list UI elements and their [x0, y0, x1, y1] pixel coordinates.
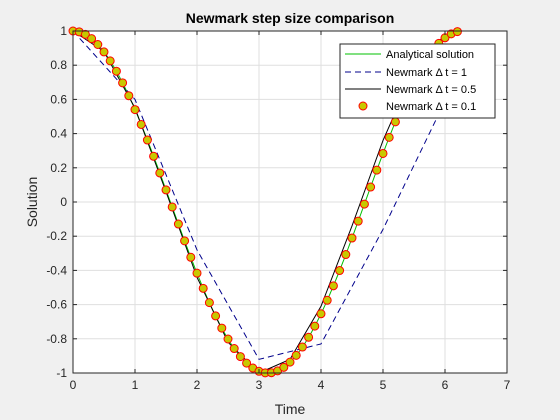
data-point-dt01	[161, 185, 171, 195]
chart-title: Newmark step size comparison	[186, 10, 395, 26]
data-point-dt01	[229, 344, 239, 354]
legend-label-dt01: Newmark Δ t = 0.1	[386, 101, 476, 113]
data-point-dt01	[167, 202, 177, 212]
y-tick-label: -0.8	[46, 332, 67, 346]
axis-ticks	[72, 30, 508, 374]
data-point-dt01	[452, 27, 462, 37]
data-point-dt01	[291, 350, 301, 360]
data-point-dt01	[322, 295, 332, 305]
x-tick-label: 1	[132, 378, 139, 392]
data-point-dt01	[142, 135, 152, 145]
data-point-dt01	[359, 199, 369, 209]
data-point-dt01	[204, 298, 214, 308]
data-point-dt01	[390, 117, 400, 127]
data-point-dt01	[242, 358, 252, 368]
x-tick-label: 4	[318, 378, 325, 392]
data-point-dt01	[297, 342, 307, 352]
data-point-dt01	[372, 165, 382, 175]
data-point-dt01	[223, 334, 233, 344]
data-point-dt01	[198, 283, 208, 293]
data-point-dt01	[173, 219, 183, 229]
y-tick-label: 0	[60, 195, 67, 209]
data-point-dt01	[87, 34, 97, 44]
data-point-dt01	[149, 151, 159, 161]
tick-labels: 0 1 2 3 4 5 6 7 -1 -0.8 -0.6 -0.4 -0.2 0 0.2 0.4 0.6 0.8 1	[46, 24, 510, 392]
data-point-dt01	[316, 309, 326, 319]
legend: Analytical solution Newmark Δ t = 1 Newm…	[339, 43, 496, 119]
data-point-dt01	[136, 119, 146, 129]
y-tick-label: -1	[56, 366, 67, 380]
legend-label-dt1: Newmark Δ t = 1	[386, 67, 467, 79]
legend-swatch-dt01	[358, 101, 368, 111]
x-tick-label: 5	[380, 378, 387, 392]
data-point-dt01	[384, 132, 394, 142]
data-point-dt01	[111, 66, 121, 76]
data-point-dt01	[353, 216, 363, 226]
data-point-dt01	[99, 47, 109, 57]
y-tick-label: -0.4	[46, 263, 67, 277]
data-point-dt01	[310, 321, 320, 331]
data-point-dt01	[366, 182, 376, 192]
data-point-dt01	[279, 362, 289, 372]
data-point-dt01	[335, 266, 345, 276]
data-point-dt01	[328, 281, 338, 291]
data-point-dt01	[180, 236, 190, 246]
y-tick-label: 0.4	[50, 127, 67, 141]
y-tick-label: 0.8	[50, 58, 67, 72]
legend-box	[339, 43, 496, 119]
data-point-dt01	[217, 323, 227, 333]
y-tick-label: -0.2	[46, 229, 67, 243]
data-point-dt01	[186, 252, 196, 262]
data-point-dt01	[155, 168, 165, 178]
data-point-dt01	[93, 40, 103, 49]
data-point-dt01	[235, 352, 245, 362]
data-point-dt01	[192, 268, 202, 278]
legend-label-analytical: Analytical solution	[386, 49, 474, 61]
y-tick-label: 0.6	[50, 92, 67, 106]
data-point-dt01	[347, 233, 357, 243]
x-tick-label: 7	[504, 378, 511, 392]
x-tick-label: 6	[442, 378, 449, 392]
legend-label-dt05: Newmark Δ t = 0.5	[386, 84, 476, 96]
data-point-dt01	[304, 332, 314, 342]
data-point-dt01	[130, 105, 140, 115]
data-point-dt01	[285, 357, 295, 367]
x-axis-label: Time	[275, 401, 306, 417]
data-point-dt01	[378, 148, 388, 158]
series-line-dt1	[72, 30, 446, 360]
data-point-dt01	[105, 56, 115, 66]
y-tick-label: 1	[60, 24, 67, 38]
data-point-dt01	[341, 250, 351, 260]
x-tick-label: 2	[194, 378, 201, 392]
data-point-dt01	[211, 311, 221, 321]
data-point-dt01	[80, 29, 90, 39]
y-axis-label: Solution	[24, 177, 40, 228]
data-point-dt01	[124, 91, 134, 101]
y-tick-label: 0.2	[50, 161, 67, 175]
x-tick-label: 3	[256, 378, 263, 392]
data-point-dt01	[118, 78, 128, 88]
x-tick-label: 0	[70, 378, 77, 392]
y-tick-label: -0.6	[46, 298, 67, 312]
